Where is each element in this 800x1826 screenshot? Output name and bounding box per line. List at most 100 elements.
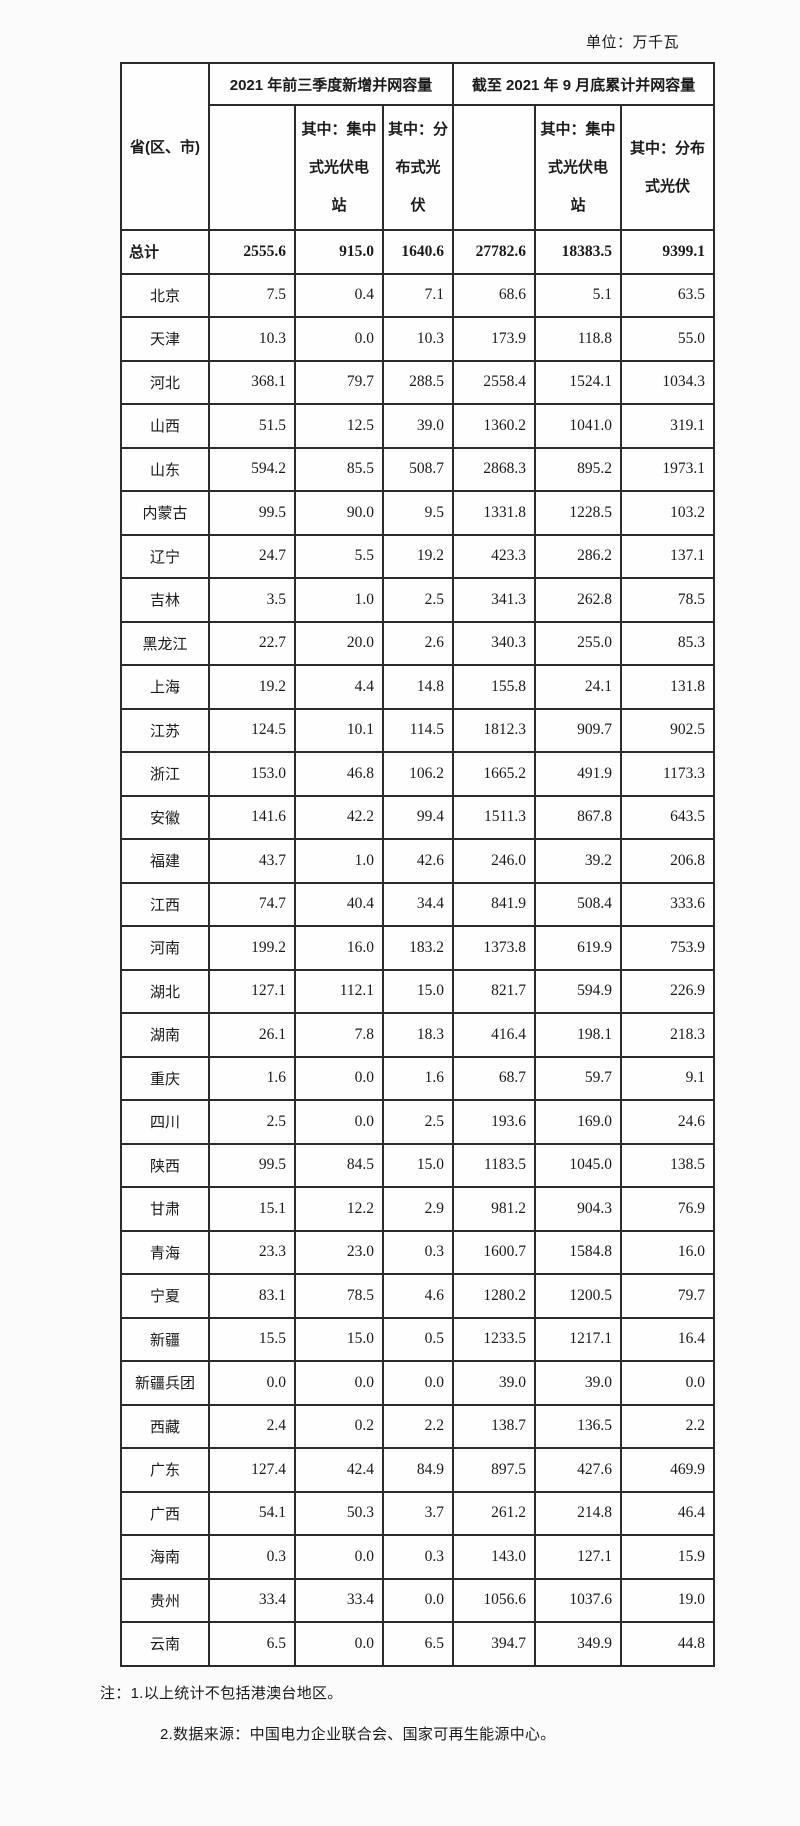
value-cell: 1665.2 <box>452 751 537 797</box>
value-cell: 59.7 <box>534 1055 623 1101</box>
value-cell: 1511.3 <box>452 794 537 840</box>
sub-header-new-total <box>208 104 296 231</box>
province-label: 天津 <box>120 316 210 362</box>
value-cell: 368.1 <box>208 359 296 405</box>
value-cell: 19.0 <box>620 1577 716 1623</box>
value-cell: 0.0 <box>294 1055 384 1101</box>
total-label: 总计 <box>120 229 210 275</box>
value-cell: 1041.0 <box>534 403 623 449</box>
value-cell: 1524.1 <box>534 359 623 405</box>
province-label: 内蒙古 <box>120 490 210 536</box>
value-cell: 340.3 <box>452 620 537 666</box>
value-cell: 226.9 <box>620 968 716 1014</box>
value-cell: 1331.8 <box>452 490 537 536</box>
table-row: 广东 127.4 42.4 84.9 897.5 427.6 469.9 <box>120 1447 716 1493</box>
value-cell: 841.9 <box>452 881 537 927</box>
table-row: 黑龙江 22.7 20.0 2.6 340.3 255.0 85.3 <box>120 620 716 666</box>
value-cell: 246.0 <box>452 838 537 884</box>
value-cell: 16.0 <box>620 1229 716 1275</box>
value-cell: 897.5 <box>452 1447 537 1493</box>
table-row: 西藏 2.4 0.2 2.2 138.7 136.5 2.2 <box>120 1403 716 1449</box>
value-cell: 54.1 <box>208 1490 296 1536</box>
value-cell: 20.0 <box>294 620 384 666</box>
value-cell: 199.2 <box>208 925 296 971</box>
value-cell: 1640.6 <box>381 229 455 275</box>
province-label: 河南 <box>120 925 210 971</box>
note-2: 2.数据来源：中国电力企业联合会、国家可再生能源中心。 <box>160 1726 556 1743</box>
table-row: 陕西 99.5 84.5 15.0 1183.5 1045.0 138.5 <box>120 1142 716 1188</box>
table-row: 天津 10.3 0.0 10.3 173.9 118.8 55.0 <box>120 316 716 362</box>
value-cell: 394.7 <box>452 1621 537 1667</box>
value-cell: 15.0 <box>381 968 455 1014</box>
value-cell: 1.6 <box>381 1055 455 1101</box>
value-cell: 76.9 <box>620 1186 716 1232</box>
value-cell: 39.0 <box>381 403 455 449</box>
value-cell: 43.7 <box>208 838 296 884</box>
value-cell: 1037.6 <box>534 1577 623 1623</box>
value-cell: 594.2 <box>208 446 296 492</box>
value-cell: 79.7 <box>620 1273 716 1319</box>
value-cell: 99.5 <box>208 490 296 536</box>
value-cell: 2558.4 <box>452 359 537 405</box>
group-header-row: 省(区、市) 2021 年前三季度新增并网容量 截至 2021 年 9 月底累计… <box>120 62 716 231</box>
province-label: 福建 <box>120 838 210 884</box>
value-cell: 2868.3 <box>452 446 537 492</box>
province-label: 山东 <box>120 446 210 492</box>
value-cell: 0.0 <box>208 1360 296 1406</box>
value-cell: 39.0 <box>452 1360 537 1406</box>
province-label: 广东 <box>120 1447 210 1493</box>
province-label: 贵州 <box>120 1577 210 1623</box>
value-cell: 2.2 <box>381 1403 455 1449</box>
value-cell: 39.0 <box>534 1360 623 1406</box>
table-row: 新疆兵团 0.0 0.0 0.0 39.0 39.0 0.0 <box>120 1360 716 1406</box>
province-label: 海南 <box>120 1534 210 1580</box>
table-row: 辽宁 24.7 5.5 19.2 423.3 286.2 137.1 <box>120 533 716 579</box>
value-cell: 4.6 <box>381 1273 455 1319</box>
value-cell: 84.5 <box>294 1142 384 1188</box>
value-cell: 1973.1 <box>620 446 716 492</box>
value-cell: 46.8 <box>294 751 384 797</box>
value-cell: 127.1 <box>534 1534 623 1580</box>
table-row: 山西 51.5 12.5 39.0 1360.2 1041.0 319.1 <box>120 403 716 449</box>
value-cell: 4.4 <box>294 664 384 710</box>
province-label: 上海 <box>120 664 210 710</box>
province-label: 重庆 <box>120 1055 210 1101</box>
table-row: 山东 594.2 85.5 508.7 2868.3 895.2 1973.1 <box>120 446 716 492</box>
value-cell: 16.4 <box>620 1316 716 1362</box>
value-cell: 423.3 <box>452 533 537 579</box>
value-cell: 138.7 <box>452 1403 537 1449</box>
table-row: 重庆 1.6 0.0 1.6 68.7 59.7 9.1 <box>120 1055 716 1101</box>
value-cell: 198.1 <box>534 1012 623 1058</box>
value-cell: 138.5 <box>620 1142 716 1188</box>
value-cell: 112.1 <box>294 968 384 1014</box>
value-cell: 99.4 <box>381 794 455 840</box>
value-cell: 137.1 <box>620 533 716 579</box>
value-cell: 15.0 <box>294 1316 384 1362</box>
value-cell: 193.6 <box>452 1099 537 1145</box>
province-label: 湖南 <box>120 1012 210 1058</box>
value-cell: 1173.3 <box>620 751 716 797</box>
value-cell: 9399.1 <box>620 229 716 275</box>
value-cell: 0.0 <box>620 1360 716 1406</box>
value-cell: 12.5 <box>294 403 384 449</box>
value-cell: 508.7 <box>381 446 455 492</box>
value-cell: 1200.5 <box>534 1273 623 1319</box>
value-cell: 255.0 <box>534 620 623 666</box>
value-cell: 141.6 <box>208 794 296 840</box>
value-cell: 50.3 <box>294 1490 384 1536</box>
value-cell: 2.5 <box>208 1099 296 1145</box>
table-row: 海南 0.3 0.0 0.3 143.0 127.1 15.9 <box>120 1534 716 1580</box>
value-cell: 24.1 <box>534 664 623 710</box>
value-cell: 143.0 <box>452 1534 537 1580</box>
value-cell: 619.9 <box>534 925 623 971</box>
table-row: 四川 2.5 0.0 2.5 193.6 169.0 24.6 <box>120 1099 716 1145</box>
value-cell: 1.0 <box>294 838 384 884</box>
value-cell: 508.4 <box>534 881 623 927</box>
group-header-new-capacity: 2021 年前三季度新增并网容量 <box>207 62 455 106</box>
value-cell: 319.1 <box>620 403 716 449</box>
value-cell: 1034.3 <box>620 359 716 405</box>
value-cell: 9.1 <box>620 1055 716 1101</box>
value-cell: 5.1 <box>534 272 623 318</box>
value-cell: 218.3 <box>620 1012 716 1058</box>
value-cell: 7.8 <box>294 1012 384 1058</box>
